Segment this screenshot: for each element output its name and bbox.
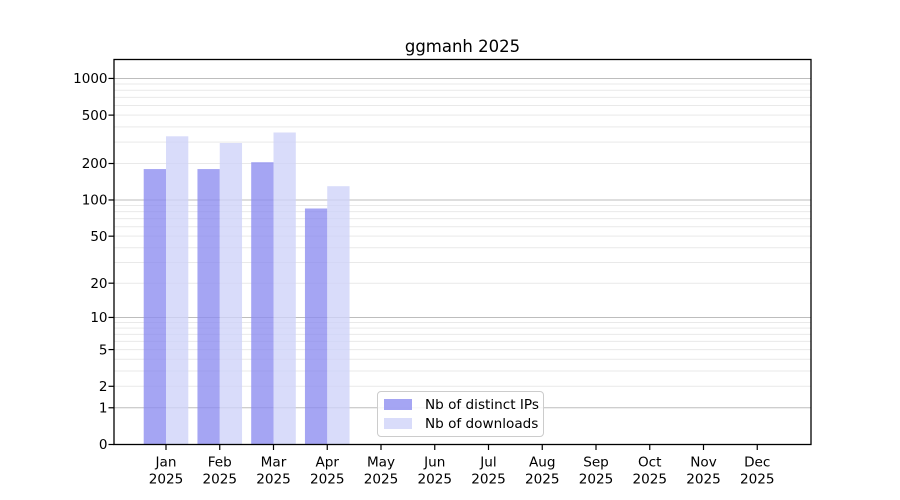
x-tick-label-month: Mar <box>261 455 287 471</box>
x-tick-label-year: 2025 <box>525 472 560 488</box>
x-tick-label-month: Dec <box>744 455 770 471</box>
x-tick-label-year: 2025 <box>686 472 721 488</box>
x-tick-label-year: 2025 <box>202 472 237 488</box>
y-tick-label: 20 <box>90 276 107 292</box>
legend-label-downloads: Nb of downloads <box>425 415 539 432</box>
bar-downloads-apr <box>327 186 350 445</box>
x-tick-label-year: 2025 <box>740 472 775 488</box>
x-tick-label-month: Jan <box>155 455 177 471</box>
legend-swatch-distinct-ips <box>384 399 412 410</box>
y-tick-label: 50 <box>90 229 107 245</box>
y-tick-label: 200 <box>82 156 108 172</box>
legend-label-distinct-ips: Nb of distinct IPs <box>425 396 539 413</box>
x-tick-label-year: 2025 <box>632 472 667 488</box>
y-tick-label: 2 <box>99 379 108 395</box>
y-tick-label: 1 <box>99 400 108 416</box>
y-tick-label: 500 <box>82 108 108 124</box>
legend-item-downloads: Nb of downloads <box>384 414 539 433</box>
legend-item-distinct-ips: Nb of distinct IPs <box>384 395 539 414</box>
y-tick-label: 100 <box>82 193 108 209</box>
x-tick-label-month: Jun <box>423 455 445 471</box>
x-tick-label-month: Aug <box>529 455 556 471</box>
x-tick-label-year: 2025 <box>310 472 345 488</box>
legend: Nb of distinct IPs Nb of downloads <box>377 391 544 437</box>
x-tick-label-year: 2025 <box>256 472 291 488</box>
y-tick-label: 1000 <box>73 71 107 87</box>
bar-distinct-ips-feb <box>197 169 220 445</box>
x-tick-label-year: 2025 <box>364 472 399 488</box>
x-tick-label-year: 2025 <box>417 472 452 488</box>
y-tick-label: 10 <box>90 310 107 326</box>
x-tick-label-month: Feb <box>208 455 232 471</box>
bar-distinct-ips-apr <box>304 208 328 445</box>
x-tick-label-year: 2025 <box>579 472 614 488</box>
axes-frame <box>113 58 812 446</box>
bar-distinct-ips-jan <box>143 169 166 445</box>
bar-downloads-feb <box>219 143 243 445</box>
legend-swatch-downloads <box>384 418 412 429</box>
x-tick-label-month: Oct <box>638 455 662 471</box>
x-tick-label-month: Sep <box>583 455 609 471</box>
x-tick-label-month: Apr <box>315 455 339 471</box>
x-tick-label-month: May <box>367 455 395 471</box>
chart-title: ggmanh 2025 <box>404 37 521 56</box>
y-tick-label: 0 <box>99 437 108 453</box>
y-tick-label: 5 <box>99 342 108 358</box>
x-tick-label-year: 2025 <box>149 472 184 488</box>
x-tick-label-year: 2025 <box>471 472 506 488</box>
bar-downloads-jan <box>166 136 189 445</box>
bar-distinct-ips-mar <box>251 162 274 445</box>
bar-downloads-mar <box>273 132 296 445</box>
x-tick-label-month: Nov <box>690 455 717 471</box>
x-tick-label-month: Jul <box>479 455 496 471</box>
